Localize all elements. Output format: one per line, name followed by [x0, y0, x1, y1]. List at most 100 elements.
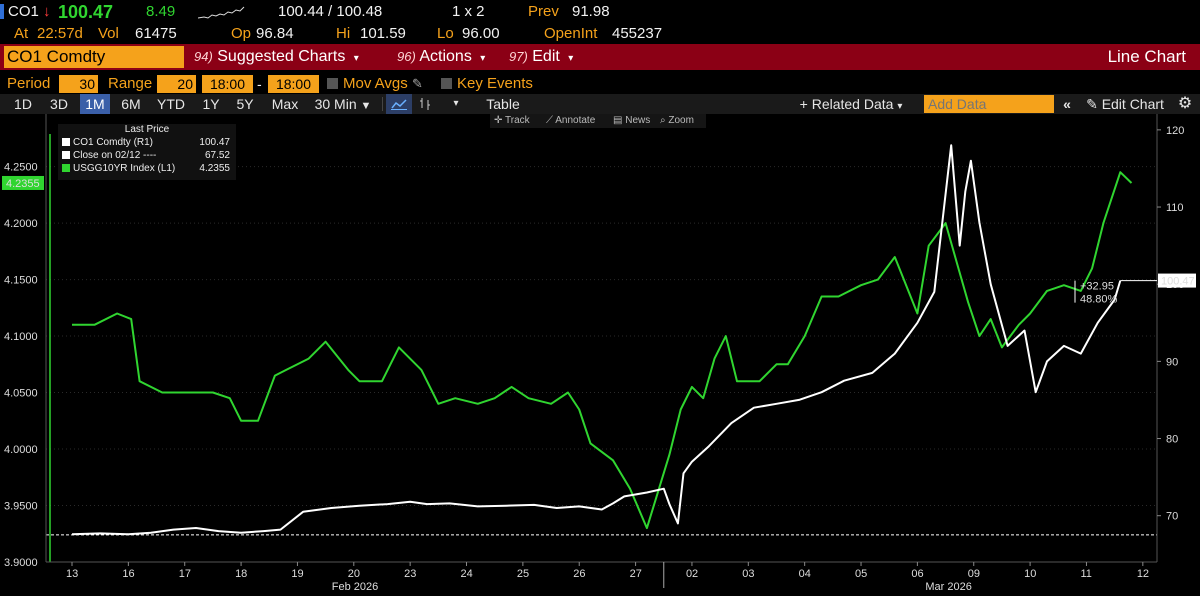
legend-item-name: CO1 Comdty (R1)	[73, 137, 154, 148]
at-label: At	[14, 25, 29, 42]
right-axis-tick-label: 110	[1166, 202, 1184, 214]
range-ytd-button[interactable]: YTD	[157, 96, 185, 112]
hi-value: 101.59	[360, 25, 406, 42]
collapse-icon[interactable]: «	[1063, 96, 1071, 112]
co1-series-line[interactable]	[71, 144, 1122, 536]
range-start-input[interactable]: 18:00	[202, 75, 253, 93]
legend-item-name: Close on 02/12 ----	[73, 150, 157, 161]
key-events-label: Key Events	[457, 75, 533, 92]
edit-chart-button[interactable]: ✎ Edit Chart	[1080, 94, 1170, 114]
actions-menu[interactable]: 96) Actions ▾	[397, 44, 485, 70]
suggested-charts-menu[interactable]: 94) Suggested Charts ▾	[194, 44, 359, 70]
range-3d-button[interactable]: 3D	[50, 96, 68, 112]
right-axis-tick-label: 80	[1166, 434, 1178, 446]
left-axis-tick-label: 4.1500	[4, 275, 38, 287]
annotate-icon: ⟋	[546, 115, 553, 126]
table-button[interactable]: Table	[486, 96, 520, 112]
period-input[interactable]: 30	[59, 75, 98, 93]
x-axis-tick-label: 24	[461, 568, 473, 580]
range-1d-button[interactable]: 1D	[14, 96, 32, 112]
legend-item[interactable]: Close on 02/12 ---- 67.52	[58, 149, 236, 162]
change-annotation: +32.95	[1080, 281, 1114, 293]
news-tool[interactable]: ▤ News	[613, 114, 650, 128]
bid-ask-size: 1 x 2	[452, 3, 485, 20]
dropdown-icon: ▾	[480, 53, 486, 64]
security-marker	[0, 4, 4, 19]
interval-dropdown[interactable]: 30 Min ▼	[308, 94, 378, 114]
checkbox-icon	[441, 78, 452, 89]
crosshair-icon: ✛	[494, 115, 503, 126]
chart-legend: Last Price CO1 Comdty (R1) 100.47 Close o…	[58, 124, 236, 180]
range-input[interactable]: 20	[157, 75, 196, 93]
suggested-charts-num: 94)	[194, 49, 213, 64]
legend-item[interactable]: CO1 Comdty (R1) 100.47	[58, 136, 236, 149]
legend-swatch	[62, 138, 70, 146]
x-axis-tick-label: 25	[517, 568, 529, 580]
range-1y-button[interactable]: 1Y	[202, 96, 220, 112]
chart-tools	[490, 114, 706, 128]
mov-avgs-toggle[interactable]: Mov Avgs ✎	[327, 76, 423, 92]
openint-label: OpenInt	[544, 25, 598, 42]
stats-line: At 22:57d Vol 61475 Op 96.84 Hi 101.59 L…	[0, 24, 1200, 44]
zoom-label: Zoom	[668, 115, 694, 126]
dropdown-icon: ▼	[360, 100, 372, 112]
add-data-input[interactable]	[924, 95, 1054, 113]
mov-avgs-label: Mov Avgs	[343, 75, 408, 92]
chart-toolbar: 1D 3D 1M 6M YTD 1Y 5Y Max 30 Min ▼ ▾ Tab…	[0, 94, 1200, 114]
checkbox-icon	[327, 78, 338, 89]
annotate-tool[interactable]: ⟋ Annotate	[546, 114, 595, 128]
range-end-input[interactable]: 18:00	[268, 75, 319, 93]
lo-value: 96.00	[462, 25, 500, 42]
dropdown-icon: ▾	[353, 53, 359, 64]
x-axis-tick-label: 17	[179, 568, 191, 580]
price-chart[interactable]: 3.9000 3.9500 4.0000 4.0500 4.1000 4.1500 4.20…	[0, 114, 1200, 596]
open-value: 96.84	[256, 25, 294, 42]
usgg10yr-series-line[interactable]	[72, 171, 1133, 530]
sparkline-icon	[198, 6, 245, 19]
annotate-label: Annotate	[555, 115, 596, 126]
key-events-toggle[interactable]: Key Events	[441, 76, 533, 92]
security-field[interactable]: CO1 Comdty	[4, 46, 184, 68]
open-label: Op	[231, 25, 252, 42]
vol-label: Vol	[98, 25, 119, 42]
quote-line: CO1 ↓ 100.47 8.49 100.44 / 100.48 1 x 2 …	[0, 0, 1200, 24]
edit-menu[interactable]: 97) Edit ▾	[509, 44, 573, 70]
x-axis-tick-label: 27	[630, 568, 642, 580]
range-label: Range	[108, 75, 153, 92]
edit-num: 97)	[509, 49, 528, 64]
zoom-tool[interactable]: ⌕ Zoom	[660, 114, 694, 128]
interval-label: 30 Min	[314, 96, 357, 112]
divider	[382, 97, 383, 111]
track-tool[interactable]: ✛ Track	[494, 114, 530, 128]
bid-ask: 100.44 / 100.48	[278, 3, 383, 20]
bar-chart-icon[interactable]	[414, 94, 436, 114]
period-label: Period	[7, 75, 51, 92]
x-axis-tick-label: 19	[291, 568, 303, 580]
range-max-button[interactable]: Max	[271, 96, 299, 112]
related-data-label: + Related Data	[799, 96, 894, 112]
range-5y-button[interactable]: 5Y	[236, 96, 254, 112]
period-row: Period 30 Range 20 18:00 - 18:00 Mov Avg…	[0, 74, 1200, 94]
left-axis-tick-label: 3.9000	[4, 557, 38, 569]
edit-chart-label: Edit Chart	[1101, 96, 1164, 112]
x-axis-tick-label: 03	[742, 568, 754, 580]
right-axis-tick-label: 70	[1166, 511, 1178, 523]
hi-label: Hi	[336, 25, 351, 42]
related-data-dropdown[interactable]: + Related Data ▾	[788, 94, 914, 114]
line-chart-icon[interactable]	[386, 94, 412, 114]
range-6m-button[interactable]: 6M	[121, 96, 141, 112]
chart-style-dropdown-icon[interactable]: ▾	[453, 98, 459, 109]
x-axis-tick-label: 04	[799, 568, 811, 580]
range-1m-button[interactable]: 1M	[80, 94, 110, 114]
legend-title: Last Price	[124, 124, 170, 135]
prev-value: 91.98	[572, 3, 610, 20]
time-value: 22:57d	[37, 25, 83, 42]
settings-gear-icon[interactable]: ⚙	[1177, 95, 1193, 112]
chart-area[interactable]: 3.9000 3.9500 4.0000 4.0500 4.1000 4.1500 4.20…	[0, 114, 1200, 596]
lo-label: Lo	[437, 25, 454, 42]
x-axis-tick-label: 09	[968, 568, 980, 580]
legend-item[interactable]: USGG10YR Index (L1) 4.2355	[58, 162, 236, 175]
news-label: News	[625, 115, 651, 126]
ticker: CO1	[8, 3, 39, 20]
news-icon: ▤	[613, 115, 623, 126]
